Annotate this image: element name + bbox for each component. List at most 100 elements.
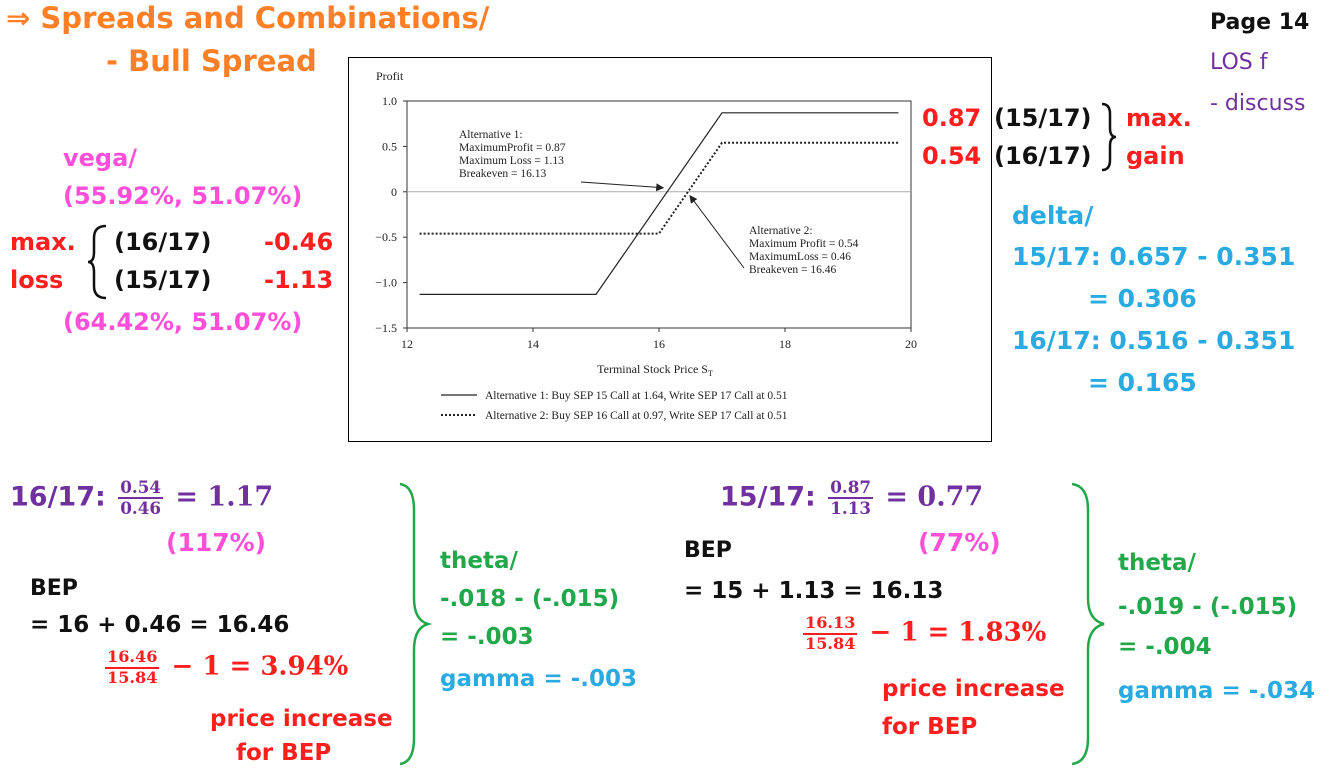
- theta-right-result: = -.004: [1118, 634, 1212, 660]
- max-loss-label-max: max.: [10, 228, 76, 256]
- left-brace-icon: [87, 224, 107, 300]
- theta-right-calc: -.019 - (-.015): [1118, 594, 1298, 620]
- loss-row-2-value: -1.13: [264, 266, 334, 294]
- profit-chart: Profit Terminal Stock Price ST 1.0 0.5 0 −0…: [348, 57, 992, 442]
- gamma-left: gamma = -.003: [440, 666, 638, 692]
- chart-xlabel-sub: T: [708, 369, 713, 378]
- chart-x-tick-label: 20: [905, 337, 917, 351]
- pct-left-result: − 1 = 3.94%: [171, 651, 349, 682]
- vega-values-1: (55.92%, 51.07%): [63, 182, 303, 210]
- bep-right-label: BEP: [684, 538, 732, 563]
- bep-left-calc: = 16 + 0.46 = 16.46: [30, 612, 290, 638]
- ratio-15-17-result: = 0.77: [885, 481, 984, 513]
- pct-right-result: − 1 = 1.83%: [869, 617, 1047, 648]
- pct-right-numerator: 16.13: [803, 613, 858, 635]
- implies-arrow-icon: ⇒: [6, 1, 31, 35]
- max-gain-label-gain: gain: [1126, 142, 1185, 170]
- ratio-15-17-percent: (77%): [918, 528, 1001, 557]
- chart-y-tick-label: −1.0: [375, 276, 397, 290]
- vega-values-2: (64.42%, 51.07%): [63, 308, 303, 336]
- chart-xlabel: Terminal Stock Price ST: [597, 362, 713, 378]
- delta-result-1: = 0.306: [1088, 284, 1197, 313]
- gain-2-name: (16/17): [994, 142, 1092, 170]
- theta-right-label: theta/: [1118, 550, 1196, 576]
- max-gain-label-max: max.: [1126, 104, 1192, 132]
- title-line-2: - Bull Spread: [106, 44, 317, 78]
- chart-legend-label-2: Alternative 2: Buy SEP 16 Call at 0.97, …: [485, 410, 788, 422]
- chart-annotation-1-line: Breakeven = 16.13: [459, 168, 547, 180]
- chart-x-tick-label: 14: [527, 337, 539, 351]
- delta-label: delta/: [1012, 201, 1094, 230]
- chart-annotation-2-line: Breakeven = 16.46: [749, 264, 837, 276]
- ratio-16-17: 16/17: 0.54 0.46 = 1.17: [10, 477, 274, 519]
- ratio-15-17-label: 15/17:: [720, 481, 816, 513]
- ratio-15-17: 15/17: 0.87 1.13 = 0.77: [720, 477, 984, 519]
- bep-right-calc: = 15 + 1.13 = 16.13: [684, 578, 944, 604]
- ratio-15-17-fraction: 0.87 1.13: [828, 477, 873, 519]
- ratio-15-17-numerator: 0.87: [828, 477, 873, 500]
- chart-y-tick-label: 1.0: [382, 94, 397, 108]
- gamma-right: gamma = -.034: [1118, 678, 1316, 704]
- chart-y-tick-label: −1.5: [375, 321, 397, 335]
- theta-left-result: = -.003: [440, 624, 534, 650]
- gain-2-value: 0.54: [922, 142, 982, 170]
- price-increase-left: price increase: [210, 706, 393, 732]
- chart-x-tick-label: 16: [653, 337, 665, 351]
- pct-left-numerator: 16.46: [105, 647, 160, 669]
- pct-left-denominator: 15.84: [107, 667, 158, 687]
- chart-x-tick-label: 12: [401, 337, 413, 351]
- ratio-15-17-denominator: 1.13: [830, 498, 871, 519]
- chart-annotation-2-line: Maximum Profit = 0.54: [749, 238, 859, 250]
- delta-result-2: = 0.165: [1088, 368, 1197, 397]
- bep-left-label: BEP: [30, 576, 78, 601]
- chart-annotation-2-line: MaximumLoss = 0.46: [749, 251, 851, 263]
- loss-row-1-value: -0.46: [264, 228, 334, 256]
- pct-left: 16.46 15.84 − 1 = 3.94%: [102, 647, 349, 687]
- title-line-1: ⇒ Spreads and Combinations/: [6, 4, 489, 33]
- chart-ylabel: Profit: [376, 69, 404, 83]
- bottom-brace-right-icon: [1071, 482, 1105, 766]
- bottom-brace-left-icon: [399, 482, 432, 766]
- pct-right-fraction: 16.13 15.84: [803, 613, 858, 653]
- vega-label: vega/: [63, 144, 138, 172]
- loss-row-2-name: (15/17): [114, 266, 212, 294]
- gain-1-name: (15/17): [994, 104, 1092, 132]
- theta-left-calc: -.018 - (-.015): [440, 586, 620, 612]
- price-increase-right: price increase: [882, 676, 1065, 702]
- for-bep-right: for BEP: [882, 714, 978, 740]
- chart-xlabel-main: Terminal Stock Price S: [597, 362, 708, 376]
- max-loss-label-loss: loss: [10, 266, 64, 294]
- ratio-16-17-result: = 1.17: [175, 481, 274, 513]
- ratio-16-17-percent: (117%): [166, 528, 267, 557]
- ratio-16-17-label: 16/17:: [10, 481, 106, 513]
- page-number: Page 14: [1210, 10, 1310, 35]
- chart-annotation-1-arrow: [580, 181, 665, 192]
- ratio-16-17-numerator: 0.54: [118, 477, 163, 500]
- theta-left-label: theta/: [440, 548, 518, 574]
- chart-y-tick-label: −0.5: [375, 230, 397, 244]
- pct-left-fraction: 16.46 15.84: [105, 647, 160, 687]
- chart-annotation-2-arrow: [689, 194, 745, 269]
- delta-line-2: 16/17: 0.516 - 0.351: [1012, 326, 1296, 355]
- loss-row-1-name: (16/17): [114, 228, 212, 256]
- for-bep-left: for BEP: [236, 740, 332, 766]
- chart-series-line-1: [419, 112, 899, 296]
- chart-x-tick-label: 18: [779, 337, 791, 351]
- chart-annotation-1-line: Maximum Loss = 1.13: [459, 155, 564, 167]
- chart-annotation-2-line: Alternative 2:: [749, 225, 813, 237]
- chart-y-tick-label: 0.5: [382, 139, 397, 153]
- chart-y-tick-label: 0: [391, 185, 397, 199]
- profit-chart-svg: Profit Terminal Stock Price ST 1.0 0.5 0 −0…: [375, 69, 917, 422]
- chart-annotation-1-line: Alternative 1:: [459, 129, 523, 141]
- title-text: Spreads and Combinations/: [40, 1, 490, 35]
- pct-right-denominator: 15.84: [805, 633, 856, 653]
- ratio-16-17-fraction: 0.54 0.46: [118, 477, 163, 519]
- delta-line-1: 15/17: 0.657 - 0.351: [1012, 242, 1296, 271]
- chart-annotation-1-line: MaximumProfit = 0.87: [459, 142, 566, 154]
- right-brace-icon: [1101, 102, 1117, 172]
- discuss-label: - discuss: [1210, 91, 1306, 116]
- chart-legend-label-1: Alternative 1: Buy SEP 15 Call at 1.64, …: [485, 390, 788, 402]
- pct-right: 16.13 15.84 − 1 = 1.83%: [800, 613, 1047, 653]
- ratio-16-17-denominator: 0.46: [120, 498, 161, 519]
- los-label: LOS f: [1210, 50, 1268, 75]
